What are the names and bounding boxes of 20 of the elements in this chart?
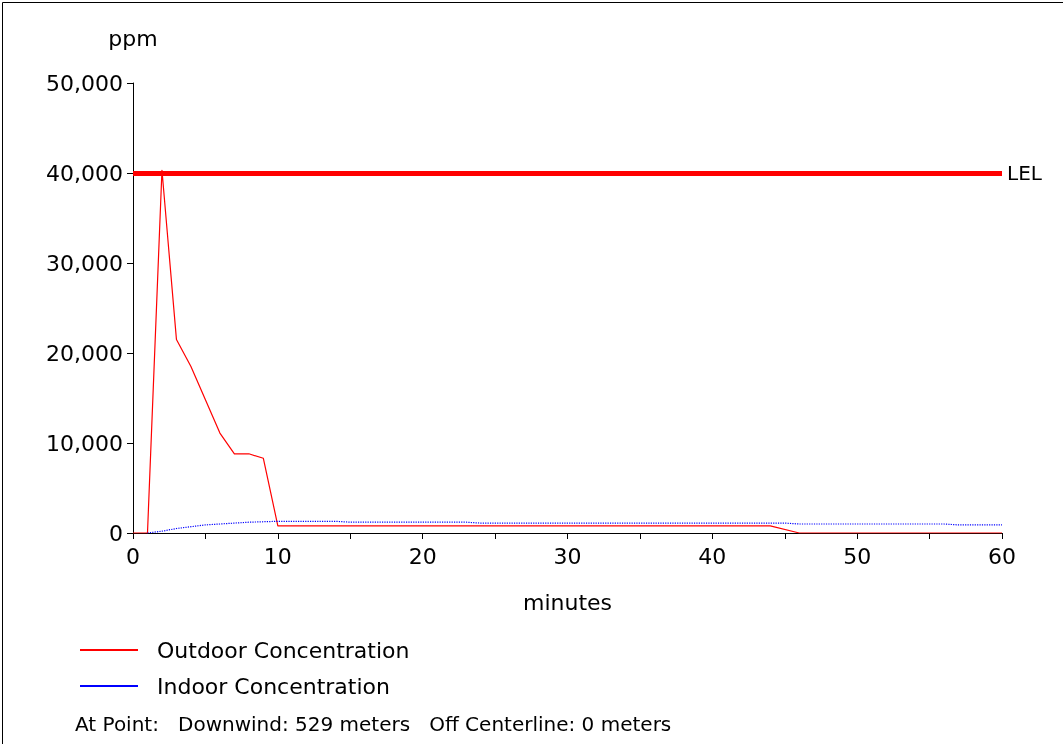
line-series xyxy=(146,520,1003,534)
y-tick-label: 40,000 xyxy=(46,160,123,186)
y-tick-label: 20,000 xyxy=(46,340,123,366)
y-axis-title: ppm xyxy=(108,25,158,51)
legend-label: Indoor Concentration xyxy=(157,673,390,699)
x-axis-title: minutes xyxy=(522,589,613,615)
x-tick-label: 50 xyxy=(843,543,872,569)
x-tick-label: 10 xyxy=(263,543,292,569)
y-tick-label: 0 xyxy=(109,520,123,546)
ref-line-label: LEL xyxy=(1007,161,1043,185)
x-tick-label: 40 xyxy=(698,543,727,569)
y-tick-label: 30,000 xyxy=(46,250,123,276)
y-tick-label: 50,000 xyxy=(46,70,123,96)
x-tick-label: 60 xyxy=(988,543,1016,569)
x-tick-label: 0 xyxy=(126,543,140,569)
y-tick-label: 10,000 xyxy=(46,430,123,456)
x-tick-label: 30 xyxy=(553,543,582,569)
x-tick-label: 20 xyxy=(408,543,437,569)
legend-label: Outdoor Concentration xyxy=(157,637,410,663)
text: At Point: Downwind: 529 meters Off Centerline: 0 meters xyxy=(75,712,672,736)
